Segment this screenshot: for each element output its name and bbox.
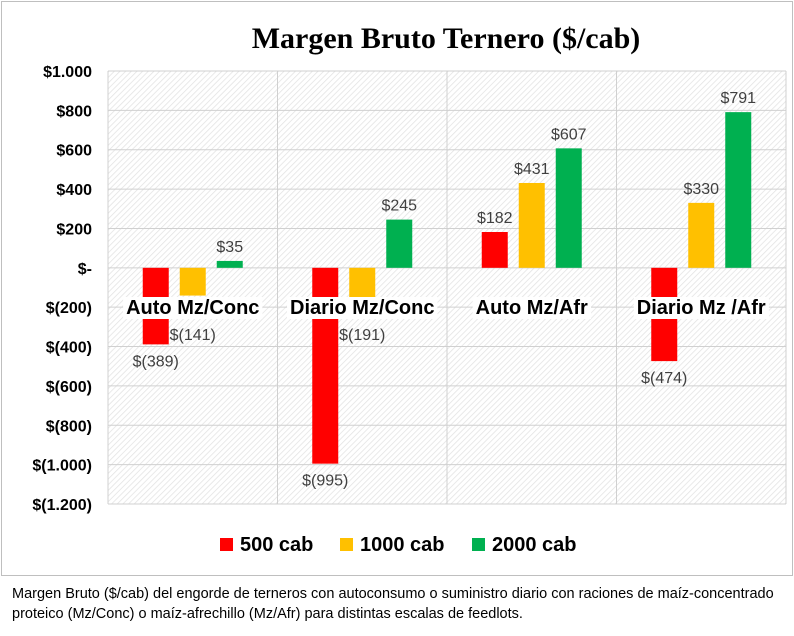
category-label-background <box>287 297 438 319</box>
bar <box>688 202 715 268</box>
data-label: $431 <box>514 161 550 178</box>
bar <box>518 182 545 268</box>
y-tick-label: $1.000 <box>43 64 92 81</box>
y-tick-label: $400 <box>56 182 92 199</box>
data-label: $35 <box>216 239 243 256</box>
legend-swatch <box>340 538 353 551</box>
y-tick-label: $(400) <box>46 340 92 357</box>
bar <box>179 267 206 296</box>
data-label: $(474) <box>641 370 687 387</box>
legend-label: 2000 cab <box>492 534 577 556</box>
y-tick-label: $200 <box>56 221 92 238</box>
legend-label: 500 cab <box>240 534 313 556</box>
bar <box>481 231 508 268</box>
data-label: $330 <box>683 181 719 198</box>
y-tick-label: $- <box>78 261 92 278</box>
y-tick-label: $(200) <box>46 300 92 317</box>
bar <box>386 219 413 268</box>
data-label: $(995) <box>302 473 348 490</box>
bar <box>216 260 243 268</box>
legend-swatch <box>472 538 485 551</box>
legend-swatch <box>220 538 233 551</box>
legend-label: 1000 cab <box>360 534 445 556</box>
data-label: $(191) <box>339 327 385 344</box>
y-tick-label: $(600) <box>46 379 92 396</box>
chart: Margen Bruto Ternero ($/cab) $1.000 $800 $… <box>1 1 793 576</box>
data-label: $791 <box>720 90 756 107</box>
bar <box>555 148 582 268</box>
data-label: $(141) <box>170 327 216 344</box>
category-label-background <box>633 297 769 319</box>
y-tick-label: $(1.000) <box>32 458 92 475</box>
y-tick-label: $800 <box>56 103 92 120</box>
category-label-background <box>123 297 263 319</box>
category-label: Auto Mz/Conc <box>126 297 259 319</box>
chart-title: Margen Bruto Ternero ($/cab) <box>252 22 641 55</box>
category-label: Diario Mz /Afr <box>637 297 766 319</box>
bar-chart: Margen Bruto Ternero ($/cab) $1.000 $800 $… <box>32 22 787 556</box>
data-label: $245 <box>381 198 417 215</box>
data-label: $607 <box>551 126 587 143</box>
category-label: Auto Mz/Afr <box>476 297 588 319</box>
y-tick-label: $(1.200) <box>32 497 92 514</box>
bar <box>725 112 752 268</box>
data-label: $182 <box>477 210 513 227</box>
y-tick-label: $600 <box>56 143 92 160</box>
category-label: Diario Mz/Conc <box>290 297 434 319</box>
y-tick-label: $(800) <box>46 418 92 435</box>
category-label-background <box>472 297 592 319</box>
figure-caption: Margen Bruto ($/cab) del engorde de tern… <box>12 586 774 622</box>
data-label: $(389) <box>133 353 179 370</box>
